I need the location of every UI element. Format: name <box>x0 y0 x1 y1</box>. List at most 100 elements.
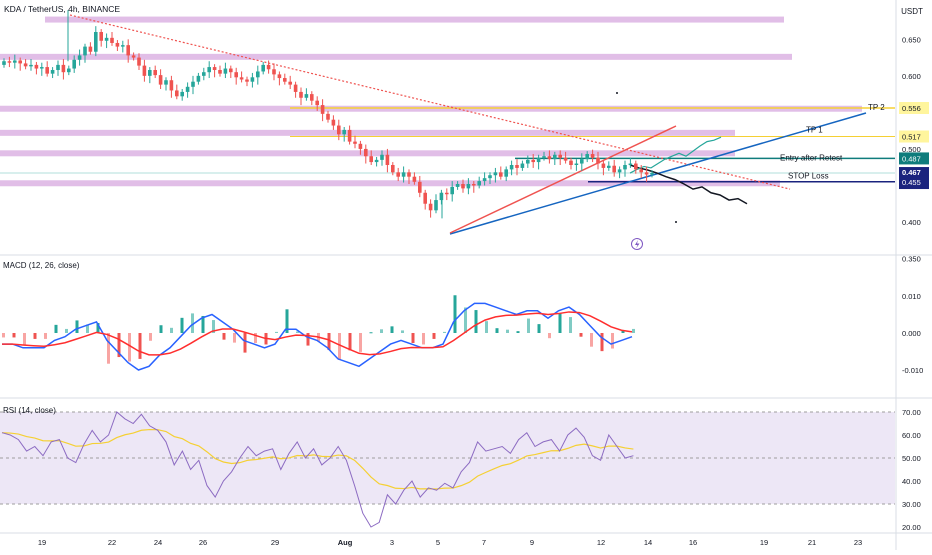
macd-histogram-bar <box>191 313 194 333</box>
candle-body <box>310 94 314 101</box>
candle-body <box>320 105 325 114</box>
macd-tick-label: 0.010 <box>902 292 921 301</box>
candle-body <box>418 181 422 193</box>
candle-body <box>158 75 163 85</box>
macd-histogram-bar <box>128 333 131 362</box>
macd-histogram-bar <box>170 327 173 333</box>
candle-body <box>628 163 633 165</box>
macd-histogram-bar <box>306 333 310 346</box>
candle-body <box>185 86 190 92</box>
macd-histogram-bar <box>359 333 362 352</box>
date-tick-label: 3 <box>390 538 394 547</box>
date-tick-label: 26 <box>199 538 207 547</box>
candle-body <box>401 172 406 177</box>
currency-label[interactable]: USDT <box>901 7 923 16</box>
candle-body <box>563 157 568 161</box>
price-tick-label: 0.400 <box>902 218 921 227</box>
macd-histogram-bar <box>96 323 100 333</box>
date-tick-label: 22 <box>108 538 116 547</box>
macd-histogram-bar <box>611 333 614 349</box>
resistance-zone <box>0 129 735 136</box>
candle-body <box>142 65 147 76</box>
candle-body <box>56 64 60 70</box>
macd-histogram-bar <box>2 333 5 338</box>
candle-body <box>121 45 125 47</box>
rsi-tick-label: 70.00 <box>902 408 921 417</box>
macd-histogram-bar <box>369 332 373 334</box>
candle-body <box>639 169 643 173</box>
candle-body <box>612 165 616 173</box>
macd-histogram-bar <box>180 317 184 333</box>
candle-body <box>61 64 66 73</box>
candle-body <box>283 78 287 82</box>
date-tick-label: 12 <box>597 538 605 547</box>
date-tick-label: 19 <box>760 538 768 547</box>
candle-body <box>94 32 98 52</box>
candle-body <box>504 169 508 177</box>
candle-body <box>29 64 33 67</box>
candle-body <box>488 175 492 179</box>
annotations: TP 2 TP 1 Entry after Retest STOP Loss 0.556… <box>780 102 929 190</box>
candle-body <box>455 184 460 187</box>
signal-line <box>2 311 633 356</box>
macd-histogram-bar <box>75 320 79 333</box>
tp2-price-tag: 0.556 <box>902 104 921 113</box>
candle-body <box>439 192 444 201</box>
candle-body <box>526 159 530 164</box>
price-tick-label: 0.600 <box>902 72 921 81</box>
candle-body <box>531 159 535 163</box>
candle-body <box>175 90 179 97</box>
rsi-tick-label: 50.00 <box>902 454 921 463</box>
macd-histogram-bar <box>527 318 530 333</box>
macd-histogram-bar <box>485 321 488 333</box>
candle-body <box>77 55 82 60</box>
macd-histogram-bar <box>432 333 436 339</box>
candle-body <box>585 154 589 160</box>
candle-body <box>196 75 201 82</box>
candle-body <box>88 46 93 52</box>
candle-body <box>40 67 44 69</box>
resistance-zone <box>45 16 784 23</box>
candle-body <box>331 119 336 126</box>
macd-histogram-bar <box>338 333 341 361</box>
candle-body <box>342 129 346 135</box>
candle-body <box>569 160 573 165</box>
candle-body <box>83 46 87 56</box>
candle-body <box>472 184 476 186</box>
rsi-title: RSI (14, close) <box>3 406 56 415</box>
dot-marker <box>675 221 677 223</box>
macd-histogram-bar <box>453 295 457 333</box>
price-tick-label: 0.650 <box>902 35 921 44</box>
macd-histogram-bar <box>275 331 278 333</box>
tp1-price-tag-bg <box>899 130 929 143</box>
candle-body <box>245 79 249 82</box>
candle-body <box>347 129 352 142</box>
candle-body <box>337 125 341 135</box>
candle-body <box>450 186 454 195</box>
candle-body <box>7 61 12 63</box>
candle-body <box>218 70 222 74</box>
candlesticks <box>2 10 654 219</box>
candle-body <box>256 71 260 78</box>
candle-body <box>553 154 557 160</box>
macd-histogram-bar <box>23 333 26 345</box>
stop-loss-label: STOP Loss <box>788 171 829 180</box>
candle-body <box>369 156 373 163</box>
candle-body <box>67 68 71 73</box>
macd-histogram-bar <box>621 330 625 333</box>
candle-body <box>131 55 136 58</box>
macd-histogram-bar <box>86 324 89 333</box>
lightning-icon[interactable] <box>631 238 643 250</box>
candle-body <box>515 165 519 168</box>
candle-body <box>326 113 330 120</box>
candle-body <box>169 80 174 91</box>
candle-body <box>558 154 562 158</box>
macd-histogram-bar <box>296 331 299 333</box>
entry-price-tag: 0.487 <box>902 154 921 163</box>
candle-body <box>293 84 298 92</box>
dot-marker <box>616 92 618 94</box>
rsi-tick-label: 40.00 <box>902 477 921 486</box>
macd-histogram-bar <box>254 333 257 343</box>
macd-histogram-bar <box>558 313 562 333</box>
